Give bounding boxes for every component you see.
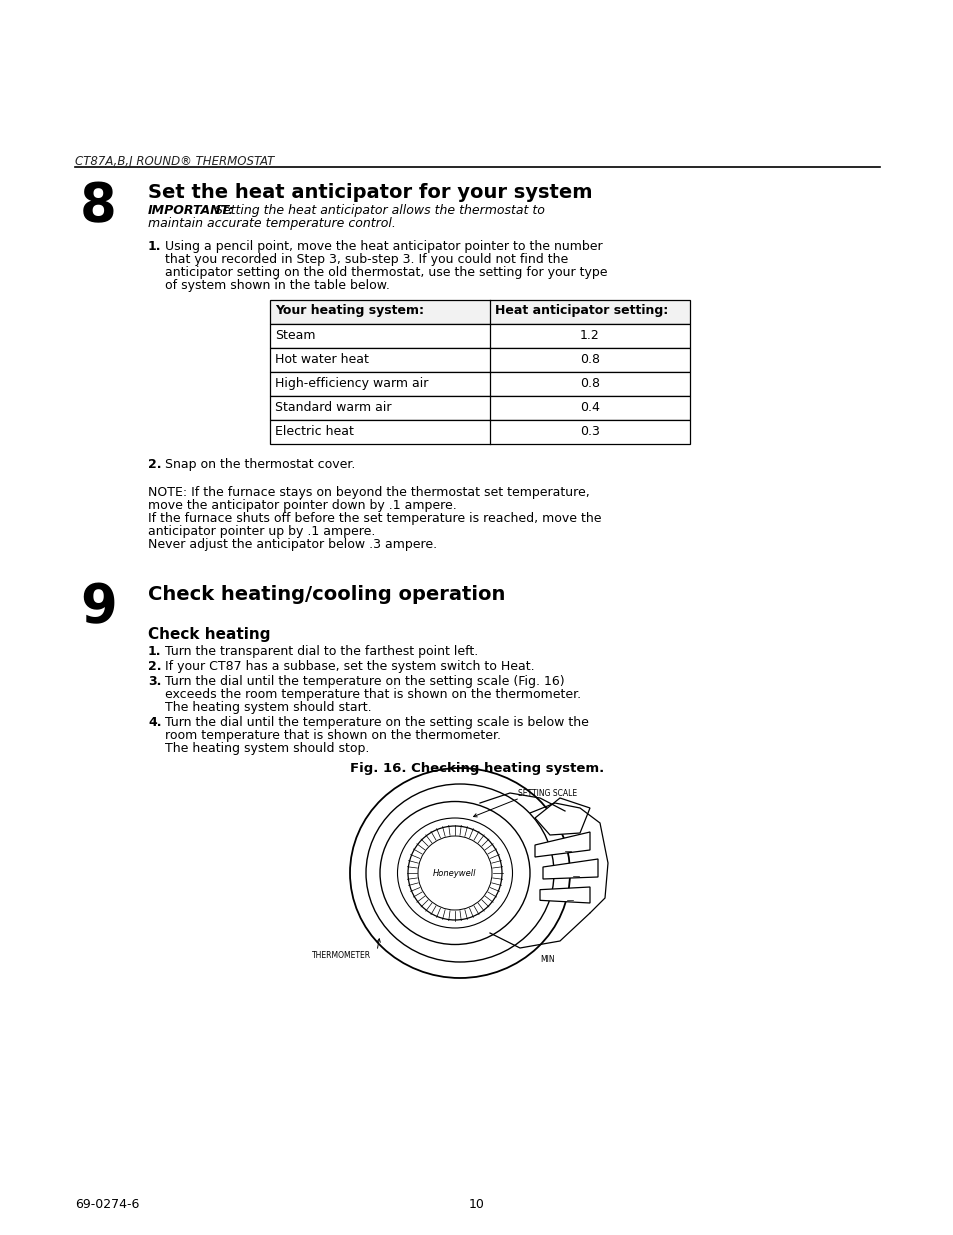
- Text: SETTING SCALE: SETTING SCALE: [517, 789, 577, 798]
- Text: 1.: 1.: [148, 240, 161, 253]
- Text: High-efficiency warm air: High-efficiency warm air: [274, 377, 428, 390]
- Text: Turn the dial until the temperature on the setting scale is below the: Turn the dial until the temperature on t…: [165, 716, 588, 729]
- Text: 69-0274-6: 69-0274-6: [75, 1198, 139, 1212]
- Text: Hot water heat: Hot water heat: [274, 353, 369, 366]
- Polygon shape: [535, 798, 589, 835]
- Text: If your CT87 has a subbase, set the system switch to Heat.: If your CT87 has a subbase, set the syst…: [165, 659, 534, 673]
- Text: 1.2: 1.2: [579, 329, 599, 342]
- Bar: [270, 300, 689, 324]
- Text: 2.: 2.: [148, 458, 161, 471]
- Text: 4.: 4.: [148, 716, 161, 729]
- Text: room temperature that is shown on the thermometer.: room temperature that is shown on the th…: [165, 729, 500, 742]
- Text: 1.: 1.: [148, 645, 161, 658]
- Text: THERMOMETER: THERMOMETER: [312, 951, 371, 960]
- Ellipse shape: [379, 802, 530, 945]
- Text: If the furnace shuts off before the set temperature is reached, move the: If the furnace shuts off before the set …: [148, 513, 601, 525]
- Bar: [270, 420, 689, 445]
- Text: of system shown in the table below.: of system shown in the table below.: [165, 279, 390, 291]
- Bar: [270, 396, 689, 420]
- Text: Check heating: Check heating: [148, 627, 271, 642]
- Text: Honeywell: Honeywell: [433, 868, 476, 878]
- Text: Setting the heat anticipator allows the thermostat to: Setting the heat anticipator allows the …: [211, 204, 544, 217]
- Polygon shape: [539, 887, 589, 903]
- Text: anticipator pointer up by .1 ampere.: anticipator pointer up by .1 ampere.: [148, 525, 375, 538]
- Text: Fig. 16. Checking heating system.: Fig. 16. Checking heating system.: [350, 762, 603, 776]
- Ellipse shape: [350, 768, 569, 978]
- Bar: [270, 324, 689, 348]
- Text: Turn the dial until the temperature on the setting scale (Fig. 16): Turn the dial until the temperature on t…: [165, 676, 564, 688]
- Text: Electric heat: Electric heat: [274, 425, 354, 438]
- Text: The heating system should start.: The heating system should start.: [165, 701, 372, 714]
- Text: NOTE: If the furnace stays on beyond the thermostat set temperature,: NOTE: If the furnace stays on beyond the…: [148, 487, 589, 499]
- Text: IMPORTANT:: IMPORTANT:: [148, 204, 234, 217]
- Text: Using a pencil point, move the heat anticipator pointer to the number: Using a pencil point, move the heat anti…: [165, 240, 602, 253]
- Text: MIN: MIN: [539, 955, 554, 965]
- Ellipse shape: [366, 784, 554, 962]
- Text: Check heating/cooling operation: Check heating/cooling operation: [148, 585, 505, 604]
- Text: The heating system should stop.: The heating system should stop.: [165, 742, 369, 755]
- Text: that you recorded in Step 3, sub-step 3. If you could not find the: that you recorded in Step 3, sub-step 3.…: [165, 253, 568, 266]
- Text: Steam: Steam: [274, 329, 315, 342]
- Text: Standard warm air: Standard warm air: [274, 401, 391, 414]
- Polygon shape: [535, 832, 589, 857]
- Polygon shape: [542, 860, 598, 879]
- Text: Turn the transparent dial to the farthest point left.: Turn the transparent dial to the farthes…: [165, 645, 477, 658]
- Text: 0.8: 0.8: [579, 377, 599, 390]
- Text: CT87A,B,J ROUND® THERMOSTAT: CT87A,B,J ROUND® THERMOSTAT: [75, 156, 274, 168]
- Text: move the anticipator pointer down by .1 ampere.: move the anticipator pointer down by .1 …: [148, 499, 456, 513]
- Text: 9: 9: [80, 580, 116, 634]
- Ellipse shape: [397, 818, 512, 927]
- Text: exceeds the room temperature that is shown on the thermometer.: exceeds the room temperature that is sho…: [165, 688, 580, 701]
- Text: Snap on the thermostat cover.: Snap on the thermostat cover.: [165, 458, 355, 471]
- Text: Set the heat anticipator for your system: Set the heat anticipator for your system: [148, 183, 592, 203]
- Text: 2.: 2.: [148, 659, 161, 673]
- Text: Your heating system:: Your heating system:: [274, 304, 423, 317]
- Text: maintain accurate temperature control.: maintain accurate temperature control.: [148, 217, 395, 230]
- Text: 10: 10: [469, 1198, 484, 1212]
- Text: anticipator setting on the old thermostat, use the setting for your type: anticipator setting on the old thermosta…: [165, 266, 607, 279]
- Text: 0.8: 0.8: [579, 353, 599, 366]
- Text: Never adjust the anticipator below .3 ampere.: Never adjust the anticipator below .3 am…: [148, 538, 436, 551]
- Text: 3.: 3.: [148, 676, 161, 688]
- Text: 8: 8: [80, 180, 116, 232]
- Text: 0.4: 0.4: [579, 401, 599, 414]
- Bar: [270, 372, 689, 396]
- Bar: [270, 348, 689, 372]
- Circle shape: [408, 826, 501, 920]
- Text: Heat anticipator setting:: Heat anticipator setting:: [495, 304, 667, 317]
- Text: 0.3: 0.3: [579, 425, 599, 438]
